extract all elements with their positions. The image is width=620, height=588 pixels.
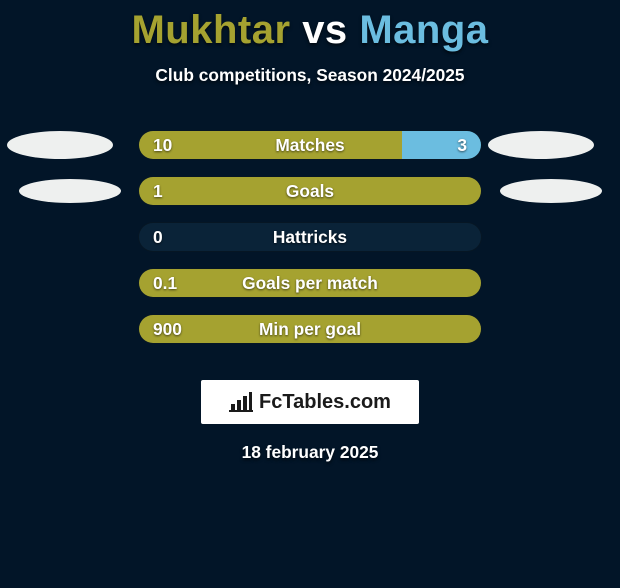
stat-value-left: 0 bbox=[153, 223, 163, 251]
stat-label: Min per goal bbox=[139, 315, 481, 343]
title-left-name: Mukhtar bbox=[131, 8, 290, 52]
stat-label: Goals per match bbox=[139, 269, 481, 297]
stat-label: Goals bbox=[139, 177, 481, 205]
stat-bar-left bbox=[139, 131, 402, 159]
stat-value-left: 0.1 bbox=[153, 269, 177, 297]
stat-row: Hattricks0 bbox=[138, 222, 482, 252]
stat-row: Matches10 3 bbox=[138, 130, 482, 160]
player-right-ellipse bbox=[500, 179, 602, 203]
subtitle: Club competitions, Season 2024/2025 bbox=[0, 65, 620, 86]
stats-area: Matches103Goals1Hattricks0Goals per matc… bbox=[0, 8, 620, 588]
fctables-logo: FcTables.com bbox=[201, 380, 419, 424]
stat-value-right: 3 bbox=[457, 131, 467, 159]
stat-row: Goals1 bbox=[138, 176, 482, 206]
stat-row: Goals per match0.1 bbox=[138, 268, 482, 298]
page-title: Mukhtar vs Manga bbox=[0, 8, 620, 53]
player-left-ellipse bbox=[19, 179, 121, 203]
stat-bar-left bbox=[139, 269, 481, 297]
player-right-ellipse bbox=[488, 131, 594, 159]
stat-value-left: 10 bbox=[153, 131, 172, 159]
stat-row: Min per goal900 bbox=[138, 314, 482, 344]
stat-label: Matches bbox=[139, 131, 481, 159]
stat-value-left: 900 bbox=[153, 315, 182, 343]
stat-bar-left bbox=[139, 315, 481, 343]
bar-chart-icon bbox=[229, 392, 253, 412]
stat-bar-left bbox=[139, 177, 481, 205]
title-vs: vs bbox=[302, 8, 348, 52]
stat-label: Hattricks bbox=[139, 223, 481, 251]
stat-bar-right bbox=[402, 131, 481, 159]
stat-value-left: 1 bbox=[153, 177, 163, 205]
chart-date: 18 february 2025 bbox=[0, 442, 620, 463]
title-right-name: Manga bbox=[359, 8, 488, 52]
fctables-logo-text: FcTables.com bbox=[259, 391, 391, 414]
player-left-ellipse bbox=[7, 131, 113, 159]
